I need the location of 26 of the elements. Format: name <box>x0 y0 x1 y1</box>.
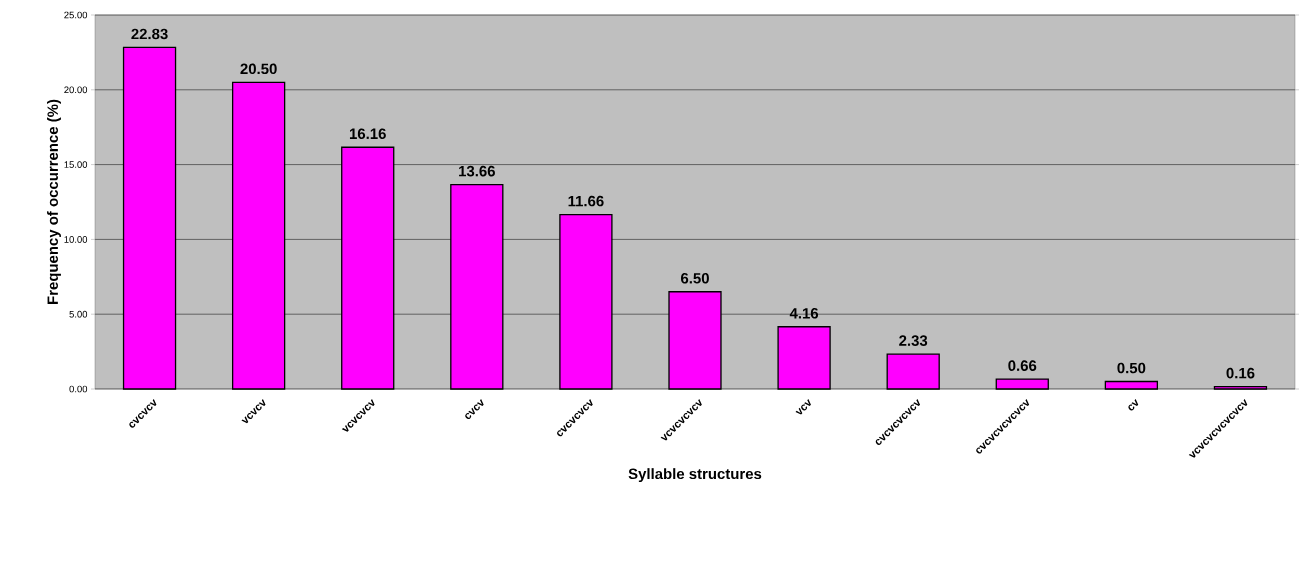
x-tick-label: vcv <box>795 399 811 415</box>
data-label: 16.16 <box>349 128 386 140</box>
x-axis-title: Syllable structures <box>628 468 762 483</box>
data-label: 0.66 <box>1008 360 1037 371</box>
bar <box>777 326 831 390</box>
data-label: 0.50 <box>1117 362 1146 374</box>
data-label: 22.83 <box>131 28 168 40</box>
y-axis-title: Frequency of occurrence (%) <box>47 99 61 304</box>
y-tick-label: 25.00 <box>64 11 88 19</box>
y-tick-label: 20.00 <box>64 86 88 94</box>
data-label: 4.16 <box>789 307 819 319</box>
bar <box>1104 380 1159 390</box>
data-label: 13.66 <box>459 165 495 177</box>
y-tick-label: 10.00 <box>64 236 88 243</box>
data-label: 11.66 <box>568 195 604 207</box>
data-label: 6.50 <box>681 272 709 284</box>
y-tick-label: 0.00 <box>69 385 88 393</box>
bar <box>995 378 1049 390</box>
data-label: 0.16 <box>1226 367 1255 379</box>
data-label: 20.50 <box>240 63 277 75</box>
bar <box>886 353 940 390</box>
bar <box>1213 385 1268 390</box>
y-tick-label: 5.00 <box>69 310 88 318</box>
x-tick-label: cv <box>1128 399 1139 411</box>
y-tick-label: 15.00 <box>64 161 88 168</box>
data-label: 2.33 <box>899 335 928 346</box>
